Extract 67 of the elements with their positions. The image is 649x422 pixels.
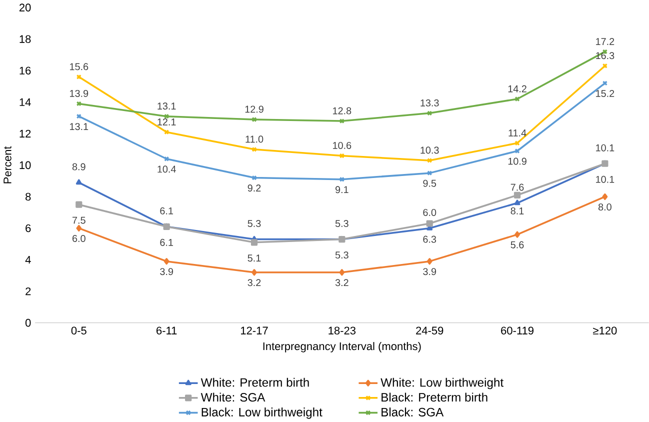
data-label: 8.1 <box>510 207 524 214</box>
data-label: 9.2 <box>248 184 261 192</box>
data-label: 8.9 <box>72 163 86 170</box>
x-tick-label: 0-5 <box>71 326 86 334</box>
y-tick-label: 14 <box>20 98 31 106</box>
x-tick-label: 24-59 <box>416 326 444 334</box>
data-label: 3.2 <box>335 278 348 286</box>
x-tick-label: 12-17 <box>241 326 268 334</box>
data-label: 11.4 <box>508 129 526 136</box>
data-label: 6.3 <box>423 236 436 243</box>
data-label: 7.6 <box>510 184 524 191</box>
y-tick-label: 18 <box>20 35 31 43</box>
data-label: 6.1 <box>160 238 173 246</box>
legend-label: White: Preterm birth <box>200 378 309 387</box>
data-label: 15.6 <box>70 62 88 70</box>
data-label: 7.5 <box>72 216 86 224</box>
y-tick-label: 12 <box>20 130 31 138</box>
data-label: 5.3 <box>335 220 348 227</box>
data-label: 6.0 <box>72 234 86 242</box>
data-label: 11.0 <box>246 135 264 142</box>
data-label: 3.2 <box>248 278 261 286</box>
x-axis-title: Interpregnancy Interval (months) <box>263 342 421 352</box>
data-label: 9.1 <box>336 186 348 193</box>
data-label: 6.0 <box>423 208 436 216</box>
x-tick-label: 18-23 <box>328 326 356 334</box>
data-label: 17.2 <box>596 38 614 45</box>
data-label: 10.3 <box>420 146 439 154</box>
data-label: 3.9 <box>160 268 173 275</box>
data-label: 5.6 <box>510 241 524 248</box>
data-label: 12.9 <box>245 106 264 113</box>
data-label: 12.8 <box>333 107 352 114</box>
legend-label: White: Low birthweight <box>380 378 504 389</box>
y-tick-label: 16 <box>20 66 31 74</box>
data-label: 10.9 <box>508 158 526 165</box>
legend-label: White: SGA <box>200 392 266 402</box>
data-label: 13.1 <box>70 122 88 130</box>
legend-label: Black: SGA <box>382 407 444 416</box>
data-label: 9.5 <box>423 180 436 187</box>
data-label: 13.3 <box>420 99 439 106</box>
data-label: 8.0 <box>598 203 612 210</box>
data-label: 12.1 <box>158 118 176 126</box>
data-label: 10.1 <box>596 144 614 152</box>
data-label: 13.9 <box>70 90 88 97</box>
data-label: 15.2 <box>596 90 614 97</box>
data-label: 14.2 <box>508 85 526 92</box>
legend-label: Black: Preterm birth <box>382 392 488 402</box>
y-tick-label: 2 <box>26 287 31 295</box>
data-label: 10.6 <box>333 142 352 149</box>
x-tick-label: 6-11 <box>156 326 177 334</box>
data-label: 13.1 <box>158 102 176 110</box>
x-tick-label: 60-119 <box>501 326 534 334</box>
data-label: 3.9 <box>423 268 436 275</box>
data-label: 10.1 <box>596 176 614 183</box>
data-label: 5.3 <box>335 251 348 258</box>
legend-label: Black: Low birthweight <box>202 407 322 419</box>
data-label: 10.4 <box>158 165 176 172</box>
y-tick-label: 0 <box>25 318 31 327</box>
y-axis-title: Percent <box>4 146 12 184</box>
data-label: 6.1 <box>160 207 173 214</box>
data-label: 5.3 <box>248 220 261 227</box>
data-label: 5.1 <box>248 254 261 262</box>
y-tick-label: 6 <box>26 224 31 232</box>
y-tick-label: 8 <box>26 192 31 200</box>
y-tick-label: 10 <box>20 161 31 169</box>
y-tick-label: 20 <box>19 3 31 12</box>
y-tick-label: 4 <box>25 256 31 264</box>
x-tick-label: ≥120 <box>593 326 617 334</box>
